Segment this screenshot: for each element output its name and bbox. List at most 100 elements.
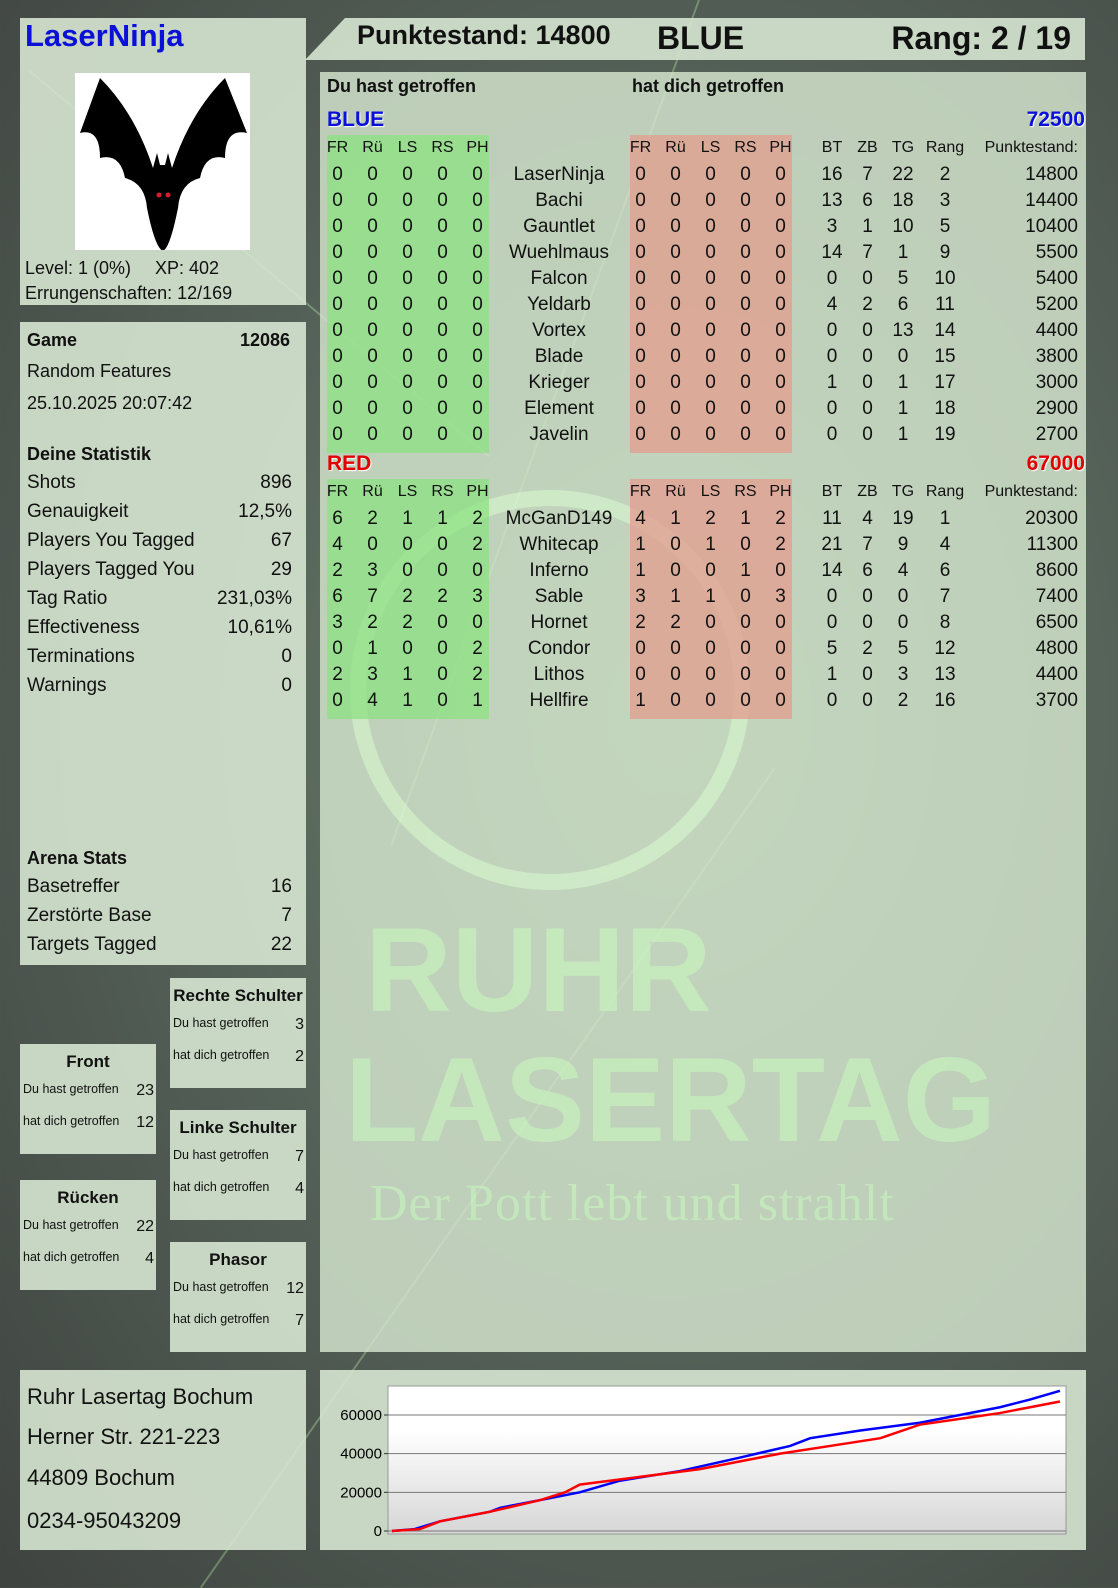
table-cell: 14: [934, 320, 956, 341]
table-cell: 0: [775, 690, 786, 711]
table-cell: 2: [402, 612, 413, 633]
table-cell: 0: [472, 346, 483, 367]
column-header: PH: [466, 483, 489, 500]
table-cell: [798, 422, 814, 448]
table-cell: 0: [670, 216, 681, 237]
table-cell: 3: [939, 190, 951, 211]
column-header: FR: [326, 483, 349, 500]
table-cell: 0: [670, 242, 681, 263]
table-cell: [798, 266, 814, 292]
table-cell: 0: [437, 372, 448, 393]
zone-hit-label: Du hast getroffen: [23, 1218, 119, 1232]
table-cell: 0: [670, 664, 681, 685]
table-cell: 0: [635, 242, 646, 263]
table-cell: 10400: [1025, 216, 1078, 237]
table-cell: 2: [635, 612, 646, 633]
table-cell: 1: [635, 690, 646, 711]
table-cell: 5500: [1035, 242, 1078, 263]
table-cell: [798, 584, 814, 610]
table-cell: 6: [862, 190, 873, 211]
game-id: 12086: [239, 330, 290, 350]
table-cell: 0: [897, 346, 909, 367]
table-cell: 4: [635, 508, 646, 529]
stat-row: Effectiveness 10,61%: [27, 617, 292, 639]
table-cell: 2: [775, 534, 786, 555]
table-cell: 0: [740, 534, 751, 555]
table-cell: 1: [740, 508, 751, 529]
table-cell: 0: [670, 294, 681, 315]
table-cell: 0: [437, 268, 448, 289]
table-cell: 4800: [1035, 638, 1078, 659]
table-cell: 5: [826, 638, 838, 659]
table-cell: 0: [367, 268, 378, 289]
table-cell: 13: [892, 320, 914, 341]
zone-title: Rechte Schulter: [173, 986, 303, 1005]
stat-row: Genauigkeit 12,5%: [27, 501, 292, 523]
table-cell: 0: [402, 398, 413, 419]
table-cell: 0: [367, 294, 378, 315]
table-cell: 1: [826, 372, 838, 393]
table-cell: 19: [892, 508, 914, 529]
table-cell: 0: [826, 690, 838, 711]
table-cell: 0: [670, 346, 681, 367]
column-header: ZB: [857, 139, 878, 156]
table-row: 0 0 0 0 0 LaserNinja 0 0 0 0 0 16 7 22 2 14800: [320, 162, 1080, 188]
table-cell: 16: [821, 164, 843, 185]
table-cell: 0: [332, 268, 343, 289]
table-cell: 1: [402, 508, 413, 529]
table-cell: 0: [705, 164, 716, 185]
table-cell: 0: [635, 638, 646, 659]
zone-got-value: 12: [136, 1114, 154, 1131]
table-cell: 0: [775, 372, 786, 393]
hit-you-area: [630, 135, 792, 453]
column-header: FR: [326, 139, 349, 156]
table-cell: 0: [862, 398, 873, 419]
table-cell: 0: [332, 398, 343, 419]
column-header: ZB: [857, 483, 878, 500]
table-cell: 0: [402, 268, 413, 289]
table-cell: 4: [862, 508, 873, 529]
table-cell: 0: [472, 164, 483, 185]
stat-value: 0: [281, 675, 292, 696]
table-cell: 18: [934, 398, 956, 419]
table-cell: 0: [437, 346, 448, 367]
table-cell: 0: [472, 612, 483, 633]
table-cell: 0: [437, 398, 448, 419]
table-cell: 0: [862, 320, 873, 341]
table-cell: 17: [934, 372, 956, 393]
table-cell: 4400: [1035, 664, 1078, 685]
table-cell: 0: [740, 268, 751, 289]
player-name-cell: Yeldarb: [527, 294, 591, 315]
stat-value: 67: [270, 530, 292, 551]
column-header: LS: [397, 483, 418, 500]
table-cell: 0: [472, 216, 483, 237]
table-cell: 8600: [1035, 560, 1078, 581]
column-header: Rü: [665, 483, 686, 500]
table-cell: 0: [775, 560, 786, 581]
table-cell: [798, 214, 814, 240]
hit-zone-box: Linke Schulter Du hast getroffen 7 hat di…: [170, 1110, 306, 1220]
table-cell: 2: [472, 534, 483, 555]
y-tick-label: 0: [374, 1523, 382, 1540]
table-cell: 0: [705, 372, 716, 393]
column-header: [495, 479, 623, 505]
zone-got-label: hat dich getroffen: [173, 1180, 270, 1194]
table-cell: 11: [822, 508, 842, 529]
table-header: FR Rü LS RS PH FR Rü LS RS PH BT ZB TG Rang Punktestan…: [320, 479, 1080, 505]
table-cell: 2: [332, 560, 343, 581]
game-label: Game: [27, 330, 78, 350]
table-cell: 6500: [1035, 612, 1078, 633]
table-cell: 0: [332, 294, 343, 315]
table-cell: 0: [670, 190, 681, 211]
table-cell: 0: [826, 586, 838, 607]
table-cell: 0: [775, 424, 786, 445]
table-cell: 0: [635, 346, 646, 367]
stat-label: Effectiveness: [27, 617, 140, 638]
address-line: 44809 Bochum: [27, 1465, 175, 1490]
table-cell: 0: [670, 638, 681, 659]
table-cell: 0: [635, 664, 646, 685]
table-cell: 6: [939, 560, 951, 581]
player-name-cell: Inferno: [529, 560, 589, 581]
table-cell: 3: [775, 586, 786, 607]
table-cell: 3: [826, 216, 838, 237]
